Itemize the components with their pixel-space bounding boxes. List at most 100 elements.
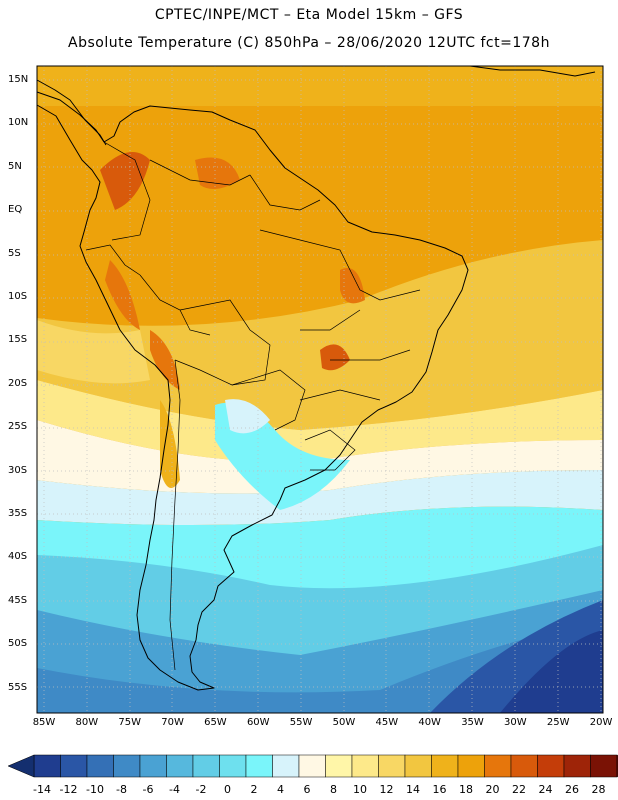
lon-label: 50W bbox=[332, 717, 356, 728]
lon-label: 75W bbox=[118, 717, 141, 728]
colorbar-swatch bbox=[33, 754, 61, 778]
colorbar-label: 28 bbox=[591, 783, 606, 796]
map-frame bbox=[36, 65, 604, 714]
colorbar-label: 18 bbox=[459, 783, 473, 796]
colorbar-label: 26 bbox=[565, 783, 579, 796]
colorbar-swatch bbox=[298, 754, 326, 778]
colorbar-swatch bbox=[245, 754, 273, 778]
colorbar-swatch bbox=[404, 754, 432, 778]
colorbar-label: -14 bbox=[33, 783, 51, 796]
central-america-coast bbox=[36, 79, 107, 146]
colorbar-swatch bbox=[60, 754, 88, 778]
lat-label: 5S bbox=[8, 247, 21, 259]
lon-label: 65W bbox=[204, 717, 227, 728]
lat-label: 50S bbox=[8, 638, 28, 650]
colorbar-swatch bbox=[166, 754, 194, 778]
colorbar-label: 24 bbox=[538, 783, 553, 796]
border-guianas bbox=[249, 174, 321, 211]
colorbar-swatch bbox=[484, 754, 512, 778]
south-america-coast bbox=[36, 91, 469, 691]
colorbar-label: 2 bbox=[250, 783, 258, 796]
lon-label: 35W bbox=[461, 717, 484, 728]
colorbar-label: -2 bbox=[195, 783, 207, 796]
pacific-warm-tongue bbox=[37, 320, 150, 384]
colorbar-swatch bbox=[431, 754, 459, 778]
colorbar-label: -12 bbox=[59, 783, 78, 796]
lat-label: 35S bbox=[8, 508, 28, 519]
border-chile-argentina bbox=[169, 359, 181, 671]
brazil-hot-spot bbox=[320, 344, 350, 371]
brazil-warm-spot bbox=[340, 268, 365, 304]
border-bolivia bbox=[174, 299, 271, 386]
colorbar-label: 12 bbox=[379, 783, 394, 796]
caribbean-islands bbox=[469, 65, 596, 77]
lon-label: 85W bbox=[32, 717, 56, 728]
colorbar-swatch bbox=[219, 754, 247, 778]
lat-label: 10S bbox=[8, 291, 28, 302]
lon-label: 40W bbox=[418, 717, 441, 728]
lat-label: 20S bbox=[8, 377, 28, 389]
colorbar-label: -4 bbox=[169, 783, 180, 796]
colorbar-label: -6 bbox=[142, 783, 154, 796]
pale-cyan-band bbox=[37, 470, 603, 525]
border-ecuador-peru bbox=[85, 244, 141, 276]
colorbar-label: 14 bbox=[406, 783, 420, 796]
lat-label: 25S bbox=[8, 421, 28, 433]
brazil-states bbox=[259, 229, 421, 401]
colorbar-label: 6 bbox=[303, 783, 311, 796]
map-subtitle: Absolute Temperature (C) 850hPa – 28/06/… bbox=[68, 35, 550, 51]
border-paraguay bbox=[231, 369, 306, 431]
colorbar-min-arrow bbox=[7, 754, 35, 778]
lat-label: 45S bbox=[8, 594, 28, 606]
temperature-field bbox=[37, 66, 603, 713]
bolivia-warm-spot bbox=[150, 330, 180, 390]
lon-label: 30W bbox=[504, 717, 527, 728]
darkest-blue-band bbox=[500, 630, 603, 713]
lat-label: 15N bbox=[8, 74, 29, 85]
lat-label: 40S bbox=[8, 551, 28, 563]
colorbar-label: -8 bbox=[116, 783, 127, 796]
andes-warm-spot bbox=[105, 260, 140, 330]
lon-label: 55W bbox=[289, 717, 313, 728]
colorbar-swatch bbox=[510, 754, 538, 778]
border-venezuela bbox=[149, 159, 251, 186]
lon-label: 60W bbox=[246, 717, 270, 728]
andes-south-strip bbox=[160, 400, 180, 488]
colorbar-label: 10 bbox=[353, 783, 367, 796]
lat-label: 10N bbox=[8, 117, 29, 129]
north-band bbox=[37, 66, 603, 106]
map-title: CPTEC/INPE/MCT – Eta Model 15km – GFS bbox=[154, 7, 464, 23]
colorbar-label: 0 bbox=[224, 783, 231, 796]
lat-label: 55S bbox=[8, 681, 28, 693]
colorbar-swatch bbox=[192, 754, 220, 778]
colorbar-swatch bbox=[590, 754, 618, 778]
colorbar-swatch bbox=[457, 754, 485, 778]
lat-label: EQ bbox=[8, 204, 23, 216]
colorbar-label: 22 bbox=[512, 783, 526, 796]
venezuela-warm-spot bbox=[195, 157, 240, 189]
colorbar bbox=[7, 754, 618, 778]
lat-label: 5N bbox=[8, 160, 22, 172]
colorbar-swatch bbox=[537, 754, 565, 778]
lon-label: 70W bbox=[161, 717, 184, 728]
lon-label: 20W bbox=[589, 717, 613, 728]
colorbar-swatch bbox=[113, 754, 141, 778]
border-colombia bbox=[103, 141, 151, 241]
colorbar-swatch bbox=[325, 754, 353, 778]
colorbar-label: 20 bbox=[485, 783, 500, 796]
lon-label: 25W bbox=[546, 717, 570, 728]
cold-wedge-edge bbox=[225, 399, 270, 434]
lat-label: 15S bbox=[8, 334, 28, 346]
colorbar-swatch bbox=[86, 754, 114, 778]
lon-label: 45W bbox=[375, 717, 399, 728]
colorbar-swatch bbox=[139, 754, 167, 778]
colorbar-swatch bbox=[378, 754, 406, 778]
lat-label: 30S bbox=[8, 464, 28, 476]
colorbar-label: 8 bbox=[330, 783, 337, 796]
colorbar-label: 4 bbox=[277, 783, 284, 796]
colorbar-swatch bbox=[563, 754, 591, 778]
lon-label: 80W bbox=[75, 717, 99, 728]
colorbar-label: -10 bbox=[86, 783, 104, 796]
coastlines bbox=[36, 65, 596, 691]
